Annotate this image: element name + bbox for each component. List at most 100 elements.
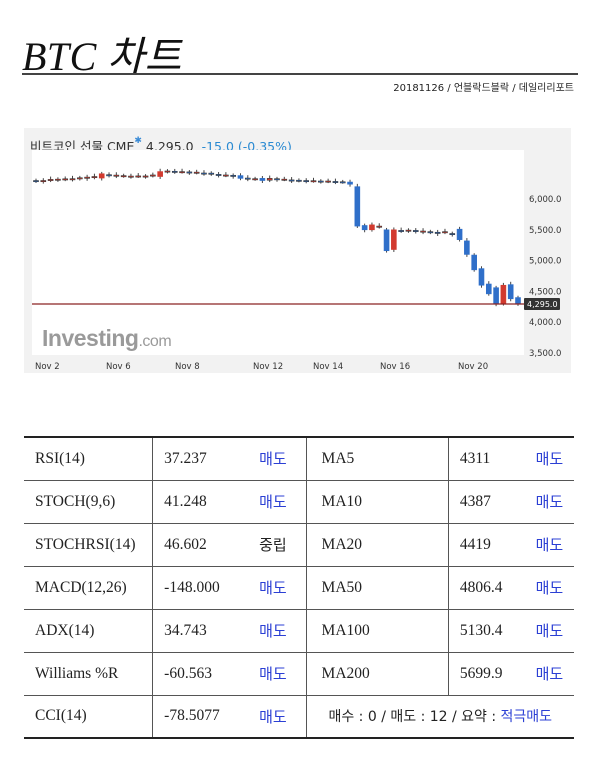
candle-body bbox=[230, 174, 236, 177]
ma-value: 4387 bbox=[448, 480, 536, 524]
ma-name: MA50 bbox=[306, 566, 449, 610]
candle-body bbox=[186, 171, 193, 174]
candle-body bbox=[398, 230, 404, 232]
ma-name: MA5 bbox=[306, 436, 449, 481]
candle-body bbox=[142, 175, 149, 178]
candle-body bbox=[464, 240, 470, 255]
candle-body bbox=[113, 174, 120, 177]
candle-body bbox=[179, 171, 185, 174]
x-tick-label: Nov 20 bbox=[458, 362, 488, 372]
table-row: ADX(14) 34.743 매도 MA100 5130.4 매도 bbox=[24, 609, 574, 653]
indicator-signal: 매도 bbox=[259, 695, 307, 739]
candle-body bbox=[515, 297, 521, 305]
indicator-signal: 매도 bbox=[259, 566, 307, 610]
star-icon: ✱ bbox=[134, 136, 142, 146]
candle-body bbox=[244, 177, 251, 180]
candle-body bbox=[332, 181, 339, 183]
candle-body bbox=[215, 174, 222, 176]
ma-value: 5130.4 bbox=[448, 609, 536, 653]
indicator-name: RSI(14) bbox=[24, 436, 154, 481]
indicator-name: ADX(14) bbox=[24, 609, 154, 653]
indicator-signal: 매도 bbox=[259, 480, 307, 524]
candle-body bbox=[55, 178, 61, 181]
indicator-name: MACD(12,26) bbox=[24, 566, 154, 610]
watermark-domain: .com bbox=[138, 333, 171, 350]
candle-body bbox=[106, 174, 112, 177]
indicator-value: 41.248 bbox=[152, 480, 260, 524]
candle-body bbox=[456, 228, 463, 240]
candle-body bbox=[391, 229, 397, 250]
x-tick-label: Nov 8 bbox=[175, 362, 200, 372]
indicator-table: RSI(14) 37.237 매도 MA5 4311 매도 STOCH(9,6) 41.248… bbox=[24, 436, 574, 739]
y-tick-label: 3,500.0 bbox=[529, 349, 561, 359]
ma-name: MA10 bbox=[306, 480, 449, 524]
candle-body bbox=[150, 174, 156, 177]
indicator-value: -60.563 bbox=[152, 652, 260, 696]
candle-body bbox=[405, 229, 412, 232]
candle-body bbox=[412, 230, 419, 232]
candle-body bbox=[471, 254, 477, 271]
candle-body bbox=[376, 225, 383, 228]
ma-value: 4419 bbox=[448, 523, 536, 567]
ma-signal: 매도 bbox=[535, 480, 574, 524]
indicator-signal: 중립 bbox=[259, 523, 307, 567]
candle-body bbox=[98, 173, 105, 179]
ma-value: 4806.4 bbox=[448, 566, 536, 610]
watermark-investing: Investing bbox=[42, 325, 138, 351]
candle-body bbox=[84, 176, 90, 179]
candle-body bbox=[281, 178, 288, 181]
candle-body bbox=[128, 175, 134, 178]
candle-body bbox=[69, 178, 76, 181]
ma-value: 4311 bbox=[448, 436, 536, 481]
y-tick-label: 6,000.0 bbox=[529, 195, 561, 205]
indicator-value: 46.602 bbox=[152, 523, 260, 567]
indicator-name: CCI(14) bbox=[24, 695, 154, 739]
candle-body bbox=[33, 180, 39, 183]
candle-body bbox=[485, 283, 492, 295]
candle-body bbox=[208, 172, 215, 175]
candle-body bbox=[347, 181, 353, 185]
indicator-value: 34.743 bbox=[152, 609, 260, 653]
candle-body bbox=[91, 176, 98, 179]
candle-body bbox=[369, 224, 375, 231]
candle-body bbox=[252, 178, 258, 181]
indicator-signal: 매도 bbox=[259, 609, 307, 653]
candle-body bbox=[223, 174, 229, 177]
candle-body bbox=[259, 178, 266, 181]
ma-signal: 매도 bbox=[535, 436, 574, 481]
page-title: BTC 차트 bbox=[22, 34, 182, 79]
summary-text: 매수 : 0 / 매도 : 12 / 요약 : bbox=[328, 709, 501, 726]
candle-body bbox=[383, 229, 390, 252]
summary-cell: 매수 : 0 / 매도 : 12 / 요약 : 적극매도 bbox=[306, 695, 574, 739]
candle-body bbox=[449, 233, 456, 235]
ma-signal: 매도 bbox=[535, 523, 574, 567]
candle-body bbox=[171, 170, 178, 173]
candle-body bbox=[434, 231, 441, 234]
indicator-value: -148.000 bbox=[152, 566, 260, 610]
summary-verdict: 적극매도 bbox=[500, 709, 553, 726]
candle-body bbox=[266, 178, 273, 181]
y-tick-label: 5,500.0 bbox=[529, 226, 561, 236]
table-row: CCI(14) -78.5077 매도 매수 : 0 / 매도 : 12 / 요약 :… bbox=[24, 695, 574, 739]
table-row: MACD(12,26) -148.000 매도 MA50 4806.4 매도 bbox=[24, 566, 574, 610]
table-row: STOCH(9,6) 41.248 매도 MA10 4387 매도 bbox=[24, 480, 574, 524]
candle-body bbox=[296, 179, 302, 182]
candle-body bbox=[478, 268, 485, 286]
ma-value: 5699.9 bbox=[448, 652, 536, 696]
y-tick-label: 5,000.0 bbox=[529, 257, 561, 267]
candle-body bbox=[427, 231, 434, 234]
ma-name: MA20 bbox=[306, 523, 449, 567]
candle-body bbox=[237, 175, 244, 179]
indicator-name: Williams %R bbox=[24, 652, 154, 696]
candle-body bbox=[500, 284, 507, 305]
candle-body bbox=[157, 171, 163, 177]
candle-body bbox=[507, 284, 514, 300]
candle-body bbox=[274, 178, 280, 181]
table-row: Williams %R -60.563 매도 MA200 5699.9 매도 bbox=[24, 652, 574, 696]
indicator-name: STOCHRSI(14) bbox=[24, 523, 154, 567]
ma-signal: 매도 bbox=[535, 609, 574, 653]
title-divider bbox=[22, 73, 578, 75]
report-meta: 20181126 / 언블락드블락 / 데일리리포트 bbox=[393, 83, 574, 94]
candle-body bbox=[310, 180, 317, 183]
candle-body bbox=[420, 230, 426, 233]
